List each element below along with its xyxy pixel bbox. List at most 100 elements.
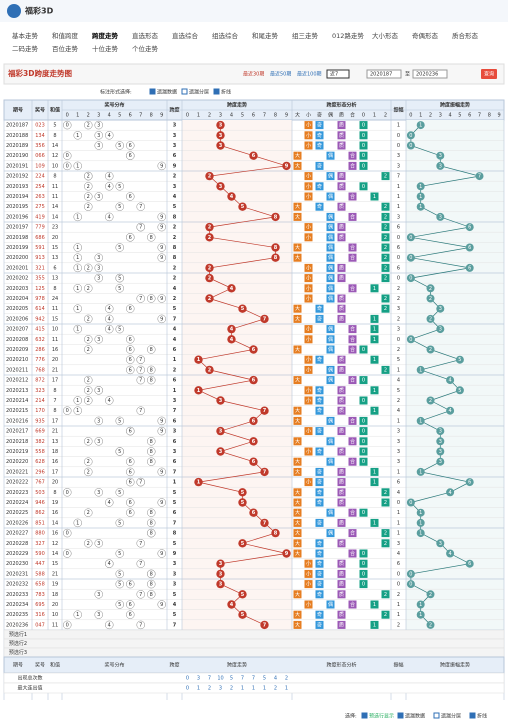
- amp-ball-label: 6: [468, 245, 471, 251]
- shape-cell: [381, 223, 390, 232]
- digit-ball: [147, 590, 156, 599]
- digit-ball: [126, 457, 135, 466]
- checkbox[interactable]: [213, 88, 220, 95]
- digit-ball: [136, 406, 145, 415]
- option-label: 遗漏数据: [157, 89, 177, 96]
- span: 6: [173, 459, 177, 465]
- nav-link[interactable]: 大小形态: [372, 31, 399, 40]
- checkbox[interactable]: [149, 88, 156, 95]
- amp: 1: [397, 123, 400, 129]
- nav-link[interactable]: 奇偶形态: [412, 31, 439, 40]
- nav-link[interactable]: 组选综合: [212, 31, 239, 40]
- shape-cell: [337, 498, 346, 507]
- digit-ball: [126, 610, 135, 619]
- nav-link[interactable]: 个位走势: [132, 44, 159, 53]
- shape-cell: [348, 151, 357, 160]
- digit-label: 9: [160, 429, 163, 435]
- digit-ball: [94, 263, 103, 273]
- to-input[interactable]: [412, 69, 448, 79]
- nav-link[interactable]: 直选形态: [132, 31, 159, 40]
- shape-label: 奇: [317, 468, 322, 475]
- amp: 2: [397, 622, 400, 628]
- amp-ball: [416, 529, 425, 538]
- issue: 2020224: [6, 500, 28, 506]
- shape-label: 小: [306, 122, 311, 129]
- nav-link[interactable]: 和值跨度: [52, 31, 79, 40]
- from-input[interactable]: [366, 69, 402, 79]
- issue: 2020217: [6, 429, 28, 435]
- amp: 0: [397, 255, 400, 261]
- shape-cell: [359, 141, 368, 150]
- shape-cell: [304, 335, 313, 344]
- stats-value: 3: [197, 676, 200, 682]
- digit-ball: [63, 151, 72, 160]
- shape-label: 2: [384, 204, 387, 210]
- shape-label: 小: [306, 234, 311, 241]
- nav-link[interactable]: 百位走势: [52, 44, 79, 53]
- issue: 2020190: [6, 153, 28, 159]
- digit-label: 8: [150, 510, 153, 516]
- shape-label: 大: [295, 346, 300, 353]
- amp: 3: [397, 327, 400, 333]
- issue: 2020212: [6, 378, 28, 384]
- nav-link[interactable]: 基本走势: [12, 31, 39, 40]
- span: 6: [173, 153, 177, 159]
- shape-cell: [348, 243, 357, 252]
- shape-header: 奇: [317, 112, 322, 119]
- header-bar: [0, 0, 508, 22]
- digit-ball: [157, 161, 166, 171]
- amp-ball: [455, 386, 464, 395]
- digit-header: 7: [263, 113, 266, 119]
- shape-label: 0: [362, 449, 365, 455]
- digit-ball: [115, 416, 124, 426]
- number: 170: [35, 408, 45, 414]
- span: 2: [173, 276, 177, 282]
- number: 263: [35, 194, 45, 200]
- nav-link[interactable]: 直选综合: [172, 31, 199, 40]
- digit-ball: [147, 437, 156, 446]
- checkbox[interactable]: [361, 712, 368, 719]
- shape-cell: [381, 304, 390, 313]
- amp: 2: [397, 316, 400, 322]
- checkbox[interactable]: [397, 712, 404, 719]
- amp: 2: [397, 592, 400, 598]
- shape-label: 0: [362, 378, 365, 384]
- amp-ball-label: 4: [449, 490, 452, 496]
- span-ball: [249, 508, 258, 517]
- nav-link[interactable]: 012路走势: [332, 31, 364, 40]
- shape-label: 大: [295, 509, 300, 516]
- digit-ball: [63, 488, 72, 497]
- query-button[interactable]: [481, 69, 497, 79]
- checkbox[interactable]: [469, 712, 476, 719]
- amp-ball: [426, 294, 435, 303]
- nav-link[interactable]: 十位走势: [92, 44, 119, 53]
- shape-cell: [326, 416, 335, 425]
- shape-label: 2: [384, 245, 387, 251]
- checkbox[interactable]: [433, 712, 440, 719]
- span: 7: [173, 622, 177, 628]
- span: 8: [173, 214, 177, 220]
- shape-label: 合: [350, 346, 355, 353]
- shape-cell: [315, 386, 324, 395]
- nav-link[interactable]: 跨度走势: [92, 31, 119, 40]
- recent-link[interactable]: 最近30期: [243, 71, 264, 78]
- amp-ball: [406, 274, 415, 283]
- digit-label: 9: [160, 602, 163, 608]
- digit-ball: [115, 324, 124, 334]
- shape-cell: [381, 202, 390, 211]
- select-box[interactable]: [326, 69, 350, 79]
- nav-link[interactable]: 质合形态: [452, 31, 479, 40]
- amp-ball-label: 1: [419, 123, 422, 129]
- nav-link[interactable]: 二码走势: [12, 44, 39, 53]
- checkbox[interactable]: [181, 88, 188, 95]
- recent-link[interactable]: 最近50期: [270, 71, 291, 78]
- recent-link[interactable]: 最近100期: [297, 71, 322, 78]
- span-ball-label: 4: [230, 602, 234, 608]
- shape-label: 1: [373, 469, 376, 475]
- sum: 8: [53, 286, 56, 292]
- nav-link[interactable]: 组三走势: [292, 31, 319, 40]
- span-ball-label: 3: [219, 582, 223, 588]
- nav-link[interactable]: 和尾走势: [252, 31, 279, 40]
- shape-cell: [381, 253, 390, 262]
- digit-ball: [73, 212, 82, 222]
